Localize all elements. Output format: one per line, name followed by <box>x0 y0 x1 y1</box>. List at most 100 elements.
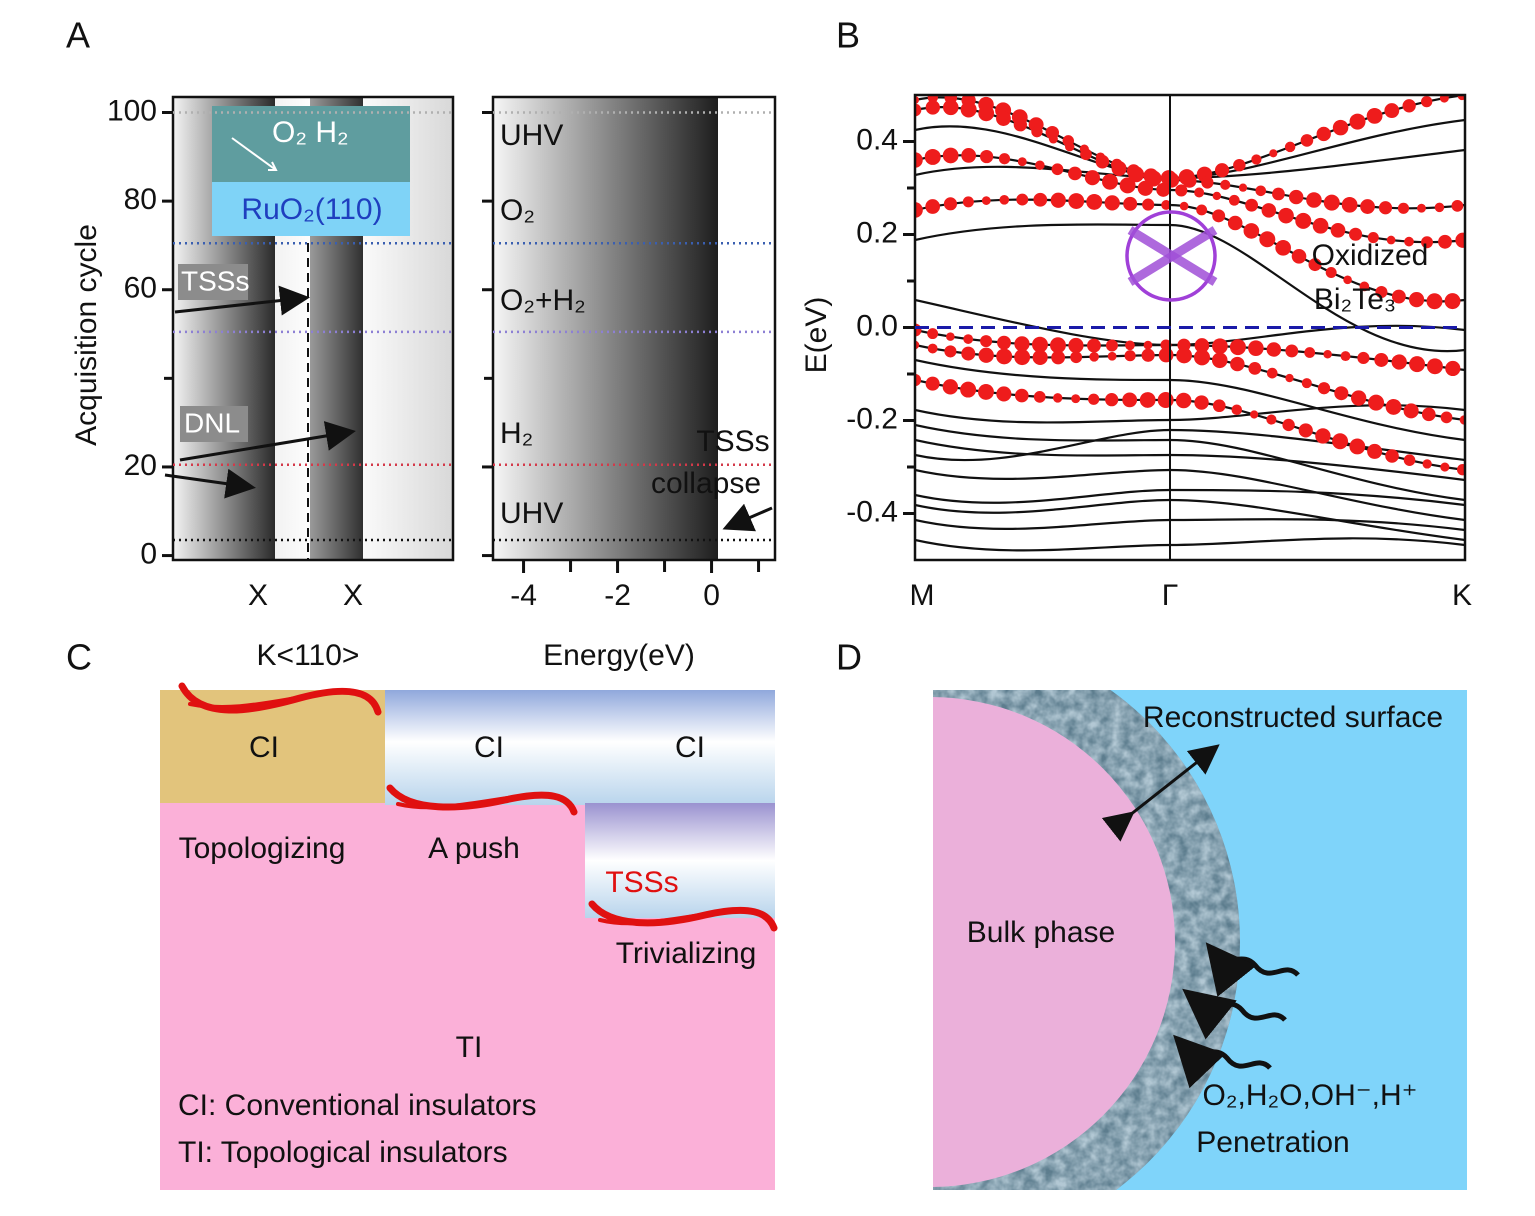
panel-label: C <box>66 637 92 678</box>
projection-dot <box>1261 203 1277 218</box>
projection-dot <box>999 195 1010 205</box>
projection-dot <box>1444 293 1461 310</box>
x-category: X <box>248 579 268 612</box>
projection-dot <box>1386 235 1396 245</box>
projection-dot <box>1141 348 1155 362</box>
projection-dot <box>1385 398 1402 415</box>
projection-dot <box>1459 415 1465 425</box>
projection-dot <box>1156 182 1171 197</box>
projection-dot <box>980 335 993 348</box>
y-tick-label: 80 <box>124 183 157 216</box>
region-label: CI <box>474 731 504 764</box>
projection-dot <box>1343 275 1352 285</box>
panel-b: Oxidized Bi₂Te₃ M Γ K E(eV) <box>800 93 1472 612</box>
projection-dot <box>1228 194 1240 206</box>
projection-dot <box>1201 176 1214 189</box>
band <box>915 537 1465 552</box>
projection-dot <box>1014 349 1031 366</box>
annotation: TSSs <box>181 265 249 296</box>
projection-dot <box>927 343 938 354</box>
surface-states <box>178 682 778 932</box>
projection-dot <box>1013 118 1027 132</box>
projection-dot <box>1288 189 1304 205</box>
projection-dot <box>1016 193 1029 206</box>
projection-dot <box>1457 95 1465 101</box>
projection-dot <box>1095 154 1110 169</box>
projection-dot <box>1440 462 1450 472</box>
projection-dot <box>1409 356 1426 373</box>
projection-dot <box>1367 232 1379 244</box>
species-label: O₂,H₂O,OH⁻,H⁺ <box>1203 1079 1418 1112</box>
projection-dot <box>1248 340 1264 356</box>
process-label: Trivializing <box>616 937 757 970</box>
projection-dot <box>1243 223 1260 239</box>
band <box>915 223 1465 353</box>
projection-dot <box>1227 215 1243 231</box>
projection-dot <box>1349 227 1363 241</box>
projection-dot <box>1052 393 1063 403</box>
ci-block <box>160 690 385 803</box>
projection-dot <box>1143 340 1153 350</box>
projection-dot <box>1158 347 1174 363</box>
projection-dot <box>1128 166 1145 183</box>
projection-dot <box>1266 342 1282 357</box>
projection-dot <box>1317 382 1331 395</box>
projection-dot <box>1087 338 1101 353</box>
stage-label: UHV <box>500 119 563 152</box>
projection-dot <box>944 345 957 358</box>
projection-dot <box>1408 292 1425 308</box>
projection-dot <box>1212 399 1226 413</box>
projection-dot <box>925 100 940 115</box>
inset-arrowhead <box>268 161 278 171</box>
arrow <box>174 285 310 316</box>
projection-dot <box>1160 339 1172 351</box>
projection-dot <box>1196 204 1208 216</box>
projection-dot <box>1104 195 1120 211</box>
annotation: collapse <box>651 467 761 500</box>
y-axis-label: E(eV) <box>800 297 833 374</box>
region-label: CI <box>249 731 279 764</box>
projection-dot <box>1298 423 1313 438</box>
y-tick-label: 60 <box>124 272 157 305</box>
y-tick-label: 0.2 <box>856 216 898 249</box>
projection-dot <box>1122 392 1138 408</box>
stage-label: O₂ <box>500 194 535 227</box>
projection-dot <box>925 199 941 214</box>
projection-dot <box>1255 185 1267 197</box>
x-category: M <box>910 579 935 612</box>
arrow <box>722 503 773 532</box>
projection-dot <box>1194 349 1211 366</box>
projection-dot <box>1137 180 1154 196</box>
projection-dot <box>1404 236 1414 247</box>
projection-dot <box>1014 388 1029 403</box>
projection-dot <box>1421 95 1433 108</box>
projection-dot <box>1272 187 1285 201</box>
projection-dot <box>1182 173 1197 188</box>
projection-dot <box>1051 163 1064 176</box>
bulk-label: Bulk phase <box>967 916 1115 949</box>
projection-dot <box>960 101 977 118</box>
annotation: Bi₂Te₃ <box>1314 283 1396 316</box>
band <box>915 438 1465 482</box>
projection-dot <box>1434 202 1445 213</box>
y-tick-label: 0.4 <box>856 123 898 156</box>
projection-dot <box>1089 352 1099 362</box>
projection-dot <box>1439 95 1449 103</box>
projection-dot <box>1161 200 1172 210</box>
projection-dot <box>1230 356 1245 372</box>
projection-dot <box>1125 340 1135 351</box>
projection-dot <box>1088 393 1100 405</box>
projection-dot <box>1391 289 1406 304</box>
projection-dot <box>1269 149 1278 158</box>
projection-dot <box>1017 157 1027 167</box>
process-label: Topologizing <box>179 832 346 865</box>
projection-dot <box>998 153 1011 165</box>
projection-dot <box>1266 414 1277 425</box>
dirac-circle <box>1125 210 1217 302</box>
projection-dot <box>1349 438 1366 455</box>
projection-dot <box>1421 407 1436 422</box>
projection-dot <box>1341 196 1358 213</box>
projection-dot <box>1291 248 1307 264</box>
projection-dot <box>1119 177 1136 194</box>
